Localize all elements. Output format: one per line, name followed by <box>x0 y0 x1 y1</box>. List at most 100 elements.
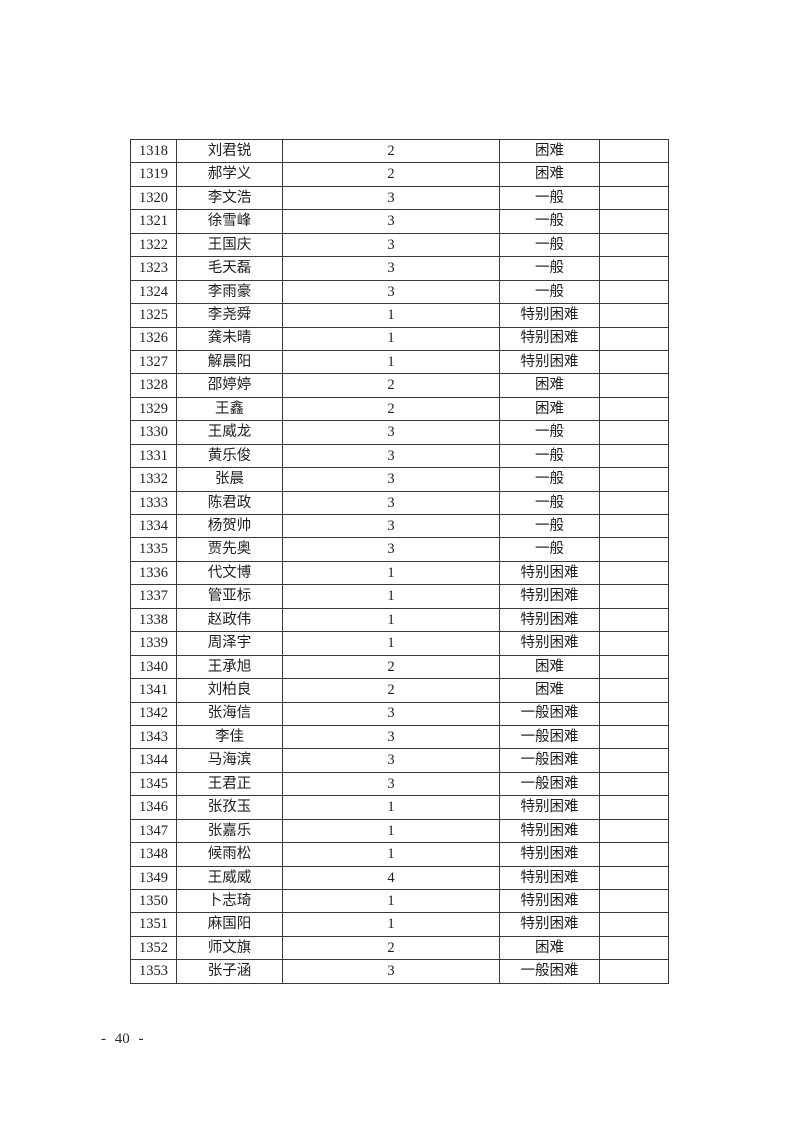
cell-level: 特别困难 <box>499 912 600 937</box>
cell-level: 一般 <box>499 490 600 516</box>
cell-name: 张晨 <box>176 467 283 492</box>
cell-level: 一般困难 <box>499 748 600 773</box>
table-row: 1351 麻国阳 1 特别困难 <box>130 912 669 937</box>
cell-count: 1 <box>282 818 500 844</box>
cell-note <box>599 865 669 891</box>
cell-id: 1327 <box>130 349 177 375</box>
cell-name: 马海滨 <box>176 748 283 773</box>
cell-name: 王君正 <box>176 771 283 797</box>
cell-note <box>599 303 669 328</box>
cell-level: 一般 <box>499 279 600 305</box>
cell-note <box>599 396 669 422</box>
cell-level: 一般困难 <box>499 701 600 726</box>
cell-level: 一般 <box>499 443 600 469</box>
cell-count: 3 <box>282 537 500 562</box>
cell-level: 一般 <box>499 420 600 445</box>
cell-level: 特别困难 <box>499 842 600 867</box>
cell-id: 1321 <box>130 209 177 234</box>
cell-note <box>599 162 669 187</box>
cell-name: 刘君锐 <box>176 138 283 164</box>
cell-count: 1 <box>282 349 500 375</box>
cell-name: 张子涵 <box>176 959 283 984</box>
table-row: 1331 黄乐俊 3 一般 <box>130 443 669 469</box>
cell-id: 1332 <box>130 467 177 492</box>
cell-note <box>599 349 669 375</box>
cell-note <box>599 701 669 726</box>
cell-name: 王鑫 <box>176 396 283 422</box>
cell-note <box>599 256 669 281</box>
cell-count: 2 <box>282 138 500 164</box>
cell-name: 王国庆 <box>176 232 283 258</box>
cell-id: 1342 <box>130 701 177 726</box>
cell-level: 困难 <box>499 162 600 187</box>
cell-count: 1 <box>282 560 500 586</box>
cell-level: 困难 <box>499 138 600 164</box>
cell-count: 3 <box>282 232 500 258</box>
cell-count: 1 <box>282 795 500 820</box>
cell-level: 特别困难 <box>499 560 600 586</box>
cell-level: 特别困难 <box>499 303 600 328</box>
cell-count: 4 <box>282 865 500 891</box>
cell-id: 1323 <box>130 256 177 281</box>
cell-name: 代文博 <box>176 560 283 586</box>
table-row: 1336 代文博 1 特别困难 <box>130 560 669 586</box>
cell-count: 2 <box>282 654 500 680</box>
cell-name: 黄乐俊 <box>176 443 283 469</box>
cell-count: 2 <box>282 396 500 422</box>
table-row: 1339 周泽宇 1 特别困难 <box>130 631 669 656</box>
cell-note <box>599 631 669 656</box>
cell-level: 困难 <box>499 678 600 703</box>
table-row: 1343 李佳 3 一般困难 <box>130 724 669 750</box>
cell-note <box>599 185 669 211</box>
table-row: 1345 王君正 3 一般困难 <box>130 771 669 797</box>
cell-count: 3 <box>282 748 500 773</box>
cell-note <box>599 654 669 680</box>
cell-id: 1328 <box>130 373 177 398</box>
cell-id: 1330 <box>130 420 177 445</box>
cell-name: 李尧舜 <box>176 303 283 328</box>
cell-level: 特别困难 <box>499 584 600 609</box>
table-row: 1352 师文旗 2 困难 <box>130 935 669 961</box>
cell-note <box>599 279 669 305</box>
cell-note <box>599 607 669 633</box>
cell-id: 1320 <box>130 185 177 211</box>
table-row: 1344 马海滨 3 一般困难 <box>130 748 669 773</box>
cell-count: 3 <box>282 209 500 234</box>
cell-name: 赵政伟 <box>176 607 283 633</box>
cell-level: 一般 <box>499 467 600 492</box>
cell-note <box>599 326 669 351</box>
table-row: 1353 张子涵 3 一般困难 <box>130 959 669 984</box>
table-row: 1325 李尧舜 1 特别困难 <box>130 303 669 328</box>
cell-note <box>599 490 669 516</box>
cell-id: 1331 <box>130 443 177 469</box>
cell-note <box>599 138 669 164</box>
cell-name: 李佳 <box>176 724 283 750</box>
table-row: 1330 王威龙 3 一般 <box>130 420 669 445</box>
cell-name: 王威威 <box>176 865 283 891</box>
cell-count: 1 <box>282 326 500 351</box>
cell-level: 一般 <box>499 232 600 258</box>
cell-note <box>599 232 669 258</box>
table-row: 1323 毛天磊 3 一般 <box>130 256 669 281</box>
cell-count: 3 <box>282 443 500 469</box>
cell-level: 困难 <box>499 396 600 422</box>
cell-note <box>599 724 669 750</box>
cell-level: 特别困难 <box>499 865 600 891</box>
cell-name: 周泽宇 <box>176 631 283 656</box>
cell-id: 1348 <box>130 842 177 867</box>
table-row: 1333 陈君政 3 一般 <box>130 490 669 516</box>
cell-name: 邵婷婷 <box>176 373 283 398</box>
page-number: - 40 - <box>101 1031 144 1047</box>
cell-id: 1329 <box>130 396 177 422</box>
cell-note <box>599 584 669 609</box>
cell-name: 张海信 <box>176 701 283 726</box>
cell-name: 张孜玉 <box>176 795 283 820</box>
cell-count: 3 <box>282 701 500 726</box>
cell-level: 一般 <box>499 537 600 562</box>
cell-count: 2 <box>282 373 500 398</box>
cell-id: 1340 <box>130 654 177 680</box>
cell-level: 一般困难 <box>499 959 600 984</box>
cell-count: 1 <box>282 607 500 633</box>
cell-level: 一般 <box>499 513 600 539</box>
cell-name: 张嘉乐 <box>176 818 283 844</box>
